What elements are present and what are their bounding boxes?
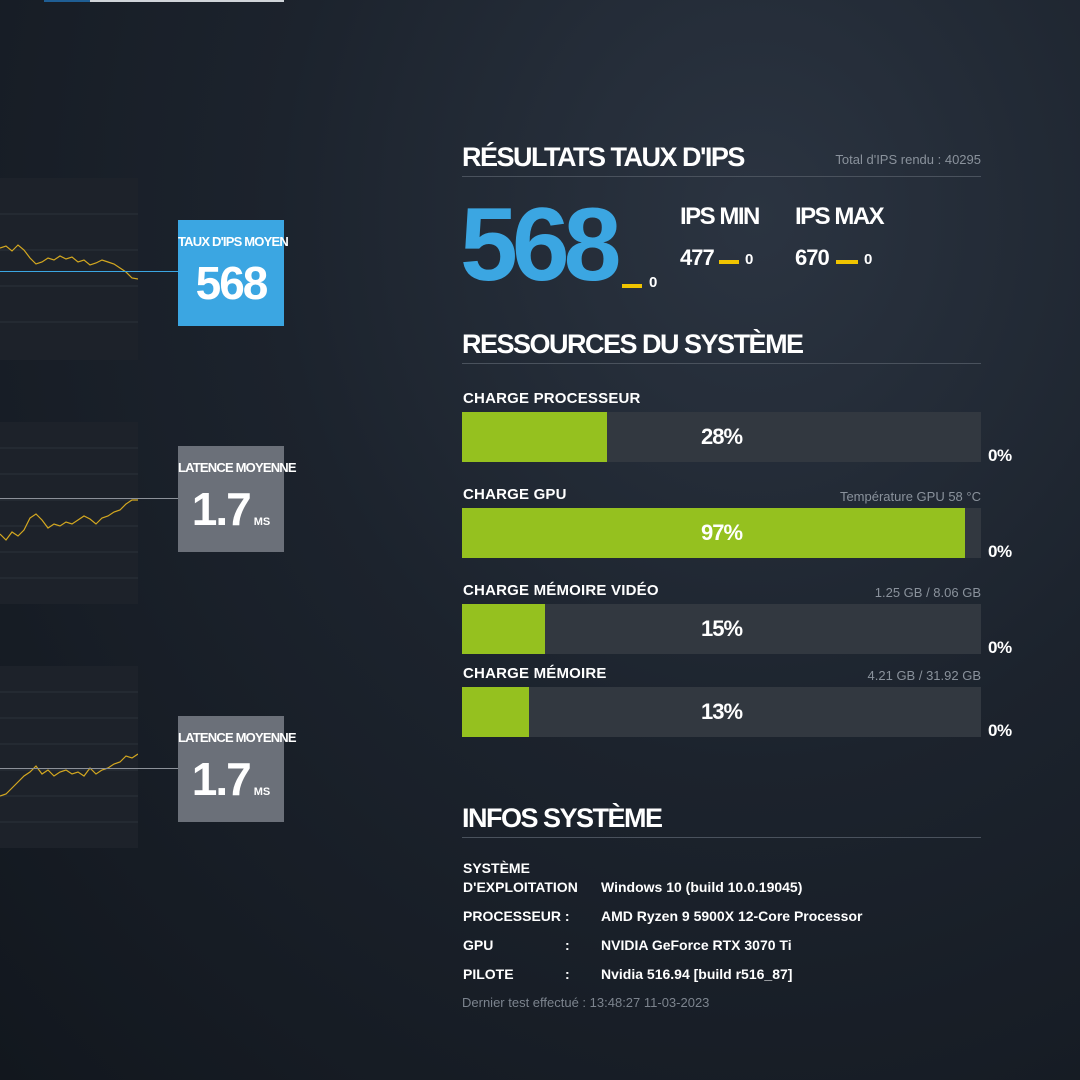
gpu-temperature: Température GPU 58 °C [839,489,981,504]
top-tab-indicator [44,0,90,2]
latency-graph-2 [0,666,138,848]
fps-results-title: RÉSULTATS TAUX D'IPS [462,142,745,172]
driver-colon: : [565,966,570,982]
latency-value-1: 1.7 [191,483,252,535]
last-test-timestamp: Dernier test effectué : 13:48:27 11-03-2… [462,995,710,1010]
latency-average-value-1: 1.7 MS [178,482,284,536]
os-label-line2: D'EXPLOITATION [463,879,578,895]
fps-max-dash [836,260,858,264]
cpu-load-fill [462,412,608,462]
fps-max-value: 670 [795,245,830,270]
memory-load-percent: 13% [700,699,743,724]
system-info-rule [462,837,981,838]
cpu-load-zero: 0% [988,446,1012,465]
latency-average-line-1 [0,498,178,499]
memory-load-bar: 13% [462,687,981,737]
gpu-label: GPU [463,937,494,953]
top-tab-line [90,0,284,2]
system-resources-title: RESSOURCES DU SYSTÈME [462,329,804,359]
latency-average-label-2: LATENCE MOYENNE [178,730,297,745]
fps-average-big: 568 [460,187,622,303]
fps-average-box: TAUX D'IPS MOYEN 568 [178,220,289,326]
latency-unit-1: MS [253,516,271,528]
memory-load-label: CHARGE MÉMOIRE [463,665,607,682]
vram-load-zero: 0% [988,638,1012,657]
latency-graph-1-svg [0,447,138,579]
latency-average-value-2: 1.7 MS [178,752,284,806]
memory-load-zero: 0% [988,721,1012,740]
fps-min-label: IPS MIN [680,203,760,230]
fps-min-dash [719,260,739,264]
system-resources-rule [462,363,981,364]
memory-load-fill [462,687,530,737]
cpu-load-percent: 28% [700,424,743,449]
cpu-load-bar: 28% [462,412,981,462]
latency-trace-1 [0,499,138,541]
gpu-load-percent: 97% [700,520,743,545]
cpu-value: AMD Ryzen 9 5900X 12-Core Processor [601,908,863,924]
fps-graph-svg [0,213,138,323]
latency-unit-2: MS [253,786,271,798]
cpu-load-label: CHARGE PROCESSEUR [463,390,641,407]
latency-value-2: 1.7 [191,753,252,805]
vram-load-percent: 15% [700,616,743,641]
fps-average-label: TAUX D'IPS MOYEN [178,234,289,249]
fps-max-zero: 0 [864,251,873,268]
fps-results-rule [462,176,981,177]
vram-usage: 1.25 GB / 8.06 GB [874,585,981,600]
gpu-colon: : [565,937,570,953]
gpu-value: NVIDIA GeForce RTX 3070 Ti [601,937,792,953]
fps-min-zero: 0 [745,251,754,268]
cpu-label: PROCESSEUR : [463,908,570,924]
total-fps-rendered: Total d'IPS rendu : 40295 [835,152,981,167]
fps-average-dash [622,284,642,288]
latency-average-line-2 [0,768,178,769]
fps-min-value: 477 [680,245,715,270]
vram-load-label: CHARGE MÉMOIRE VIDÉO [463,582,659,599]
latency-average-label-1: LATENCE MOYENNE [178,460,297,475]
vram-load-fill [462,604,546,654]
latency-graph-1 [0,422,138,604]
latency-average-box-2: LATENCE MOYENNE 1.7 MS [178,716,297,822]
fps-average-line [0,271,178,272]
gpu-load-bar: 97% [462,508,981,558]
fps-graph [0,178,138,360]
latency-trace-2 [0,753,138,797]
gpu-load-zero: 0% [988,542,1012,561]
gpu-load-label: CHARGE GPU [463,486,567,503]
fps-average-value: 568 [195,257,269,309]
latency-graph-2-svg [0,691,138,823]
vram-load-bar: 15% [462,604,981,654]
gpu-load-fill [462,508,966,558]
latency-average-box-1: LATENCE MOYENNE 1.7 MS [178,446,297,552]
os-value: Windows 10 (build 10.0.19045) [601,879,803,895]
os-label-line1: SYSTÈME [463,860,530,876]
driver-value: Nvidia 516.94 [build r516_87] [601,966,793,982]
memory-usage: 4.21 GB / 31.92 GB [867,668,981,683]
driver-label: PILOTE [463,966,514,982]
fps-max-label: IPS MAX [795,203,885,230]
fps-trace [0,244,138,280]
fps-average-zero: 0 [649,274,658,291]
system-info-title: INFOS SYSTÈME [462,803,663,833]
